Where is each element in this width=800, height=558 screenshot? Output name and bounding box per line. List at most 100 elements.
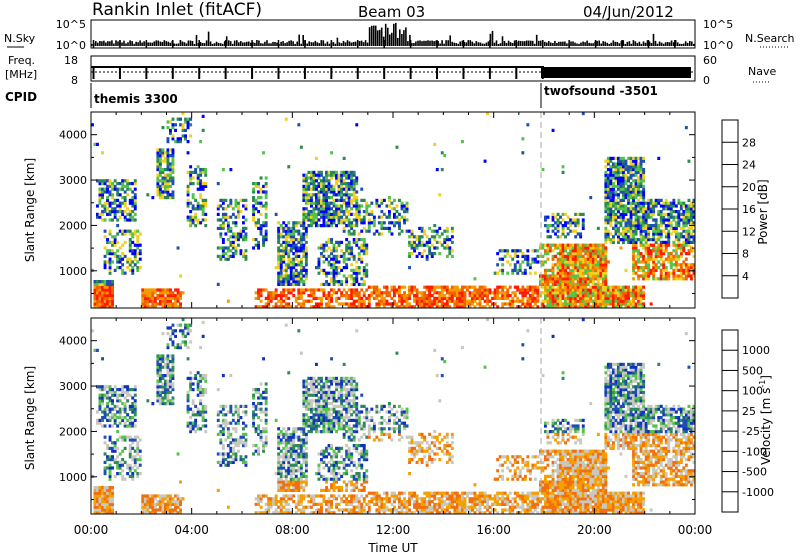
power-cell <box>401 286 404 289</box>
power-cell <box>408 255 411 258</box>
power-cell <box>612 227 615 230</box>
nsky-bar <box>174 44 176 46</box>
power-cell <box>559 246 562 249</box>
power-cell <box>620 286 623 289</box>
power-cell <box>579 302 582 305</box>
power-cell <box>401 204 404 207</box>
power-cell <box>637 182 640 185</box>
power-cell <box>323 207 326 210</box>
power-cell <box>511 272 514 275</box>
power-cell <box>348 174 351 177</box>
power-cell <box>620 168 623 171</box>
nsky-bar <box>367 43 369 46</box>
power-cell <box>562 297 565 300</box>
power-cell <box>612 162 615 165</box>
power-cell <box>667 241 670 244</box>
power-cell <box>418 238 421 241</box>
power-cell <box>323 188 326 191</box>
velocity-cell <box>109 508 112 511</box>
power-cell <box>335 224 338 227</box>
nsky-bar <box>176 44 178 46</box>
power-cell <box>265 202 268 205</box>
velocity-cell <box>141 494 144 497</box>
nsky-bar <box>401 34 403 46</box>
power-cell <box>589 266 592 269</box>
power-cell <box>411 288 414 291</box>
power-cell <box>662 269 665 272</box>
power-cell <box>685 207 688 210</box>
power-cell <box>557 224 560 227</box>
power-cell <box>124 202 127 205</box>
power-cell <box>426 297 429 300</box>
power-cell <box>622 227 625 230</box>
power-cell <box>516 249 519 252</box>
power-cell <box>562 244 565 247</box>
power-cell <box>597 244 600 247</box>
velocity-cell <box>151 402 154 405</box>
power-cell <box>446 291 449 294</box>
power-cell <box>373 288 376 291</box>
power-cell <box>632 168 635 171</box>
power-cell <box>320 302 323 305</box>
power-cell <box>672 272 675 275</box>
power-cell <box>285 294 288 297</box>
power-cell <box>411 291 414 294</box>
power-cell <box>476 291 479 294</box>
power-cell <box>672 244 675 247</box>
power-cell <box>622 288 625 291</box>
power-cell <box>146 300 149 303</box>
velocity-cell <box>114 450 117 453</box>
power-cell <box>257 185 260 188</box>
nsearch-label: N.Search <box>745 32 795 45</box>
power-cell <box>187 171 190 174</box>
velocity-cell <box>162 494 165 497</box>
power-cell <box>627 224 630 227</box>
power-cell <box>131 202 134 205</box>
power-cell <box>526 286 529 289</box>
power-cell <box>350 188 353 191</box>
power-cell <box>562 266 565 269</box>
velocity-cell <box>119 416 122 419</box>
power-cell <box>167 126 170 129</box>
power-cell <box>604 232 607 235</box>
power-cell <box>615 185 618 188</box>
power-cell <box>431 286 434 289</box>
power-cell <box>172 148 175 151</box>
power-cell <box>587 297 590 300</box>
power-cell <box>645 244 648 247</box>
power-cell <box>421 300 424 303</box>
nsky-bar <box>290 40 292 46</box>
power-cell <box>632 224 635 227</box>
power-cell <box>680 232 683 235</box>
power-cell <box>375 297 378 300</box>
nsky-bar <box>365 40 367 46</box>
power-cell <box>363 272 366 275</box>
power-cell <box>169 165 172 168</box>
power-cell <box>232 244 235 247</box>
power-cell <box>599 252 602 255</box>
power-cell <box>126 193 129 196</box>
power-cell <box>307 199 310 202</box>
power-cell <box>574 244 577 247</box>
power-cell <box>433 143 436 146</box>
power-cell <box>589 260 592 263</box>
power-cell <box>514 252 517 255</box>
power-cell <box>302 213 305 216</box>
power-cell <box>635 241 638 244</box>
y-tick-label: 3000 <box>59 174 87 187</box>
power-cell <box>197 176 200 179</box>
power-cell <box>355 300 358 303</box>
nsky-bar <box>641 44 643 46</box>
power-cell <box>172 154 175 157</box>
power-cell <box>597 286 600 289</box>
power-cell <box>458 291 461 294</box>
power-cell <box>690 249 693 252</box>
power-cell <box>360 258 363 261</box>
velocity-cell <box>106 391 109 394</box>
velocity-cell <box>99 422 102 425</box>
power-cell <box>365 252 368 255</box>
power-cell <box>353 171 356 174</box>
power-cell <box>630 213 633 216</box>
power-cell <box>542 246 545 249</box>
nsky-bar <box>234 41 236 46</box>
